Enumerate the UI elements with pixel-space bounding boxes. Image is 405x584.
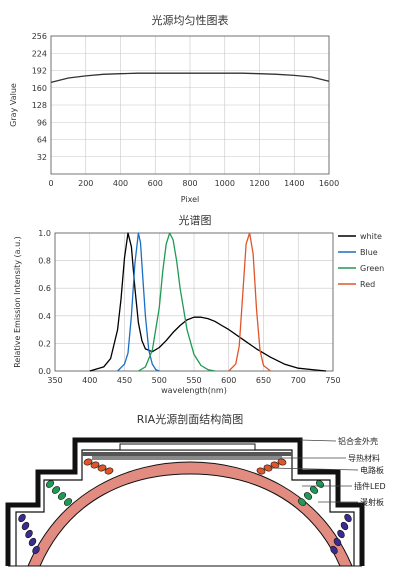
uniformity-x-tick-label: 800 (182, 179, 197, 188)
uniformity-x-tick-label: 1400 (284, 179, 304, 188)
spectrum-y-tick-label: 0.4 (38, 312, 51, 321)
led-right-outer (330, 545, 338, 555)
spectrum-x-tick-label: 350 (47, 376, 62, 385)
uniformity-y-tick-label: 32 (37, 153, 47, 162)
led-left-top (90, 461, 100, 469)
spectrum-grid (54, 232, 334, 372)
led-left-middle (57, 492, 67, 500)
led-left-top (83, 458, 93, 466)
legend-label-white: white (360, 232, 382, 241)
uniformity-grid (50, 35, 330, 174)
top-window (119, 443, 256, 451)
led-right-outer (333, 537, 342, 547)
callout-board: 电路板 (360, 465, 384, 475)
uniformity-y-tick-label: 192 (32, 67, 47, 76)
led-left-outer (28, 537, 37, 547)
callout-line-housing (299, 439, 337, 442)
diagram-title: RIA光源剖面结构简图 (137, 412, 243, 426)
led-right-middle (297, 498, 307, 506)
led-left-outer (21, 521, 30, 531)
thermal-material (82, 452, 292, 456)
spectrum-x-tick-label: 550 (186, 376, 201, 385)
uniformity-y-tick-label: 256 (32, 32, 47, 41)
uniformity-x-tick-label: 600 (148, 179, 163, 188)
spectrum-series (89, 232, 327, 372)
uniformity-x-tick-label: 200 (78, 179, 93, 188)
uniformity-chart-title: 光源均匀性图表 (152, 13, 229, 27)
uniformity-x-tick-label: 1000 (215, 179, 235, 188)
led-right-middle (303, 492, 313, 500)
uniformity-series-0 (50, 72, 330, 84)
led-left-outer (18, 513, 26, 523)
spectrum-chart-title: 光谱图 (179, 213, 212, 227)
callout-housing: 铝合金外壳 (338, 436, 378, 446)
uniformity-y-tick-label: 160 (32, 84, 47, 93)
led-left-outer (32, 545, 40, 555)
led-left-top (104, 467, 114, 475)
uniformity-x-tick-label: 1200 (249, 179, 269, 188)
aluminum-housing (5, 437, 365, 566)
legend-label-green: Green (360, 264, 384, 273)
uniformity-y-tick-label: 64 (37, 136, 47, 145)
legend-label-red: Red (360, 280, 375, 289)
spectrum-x-tick-label: 500 (152, 376, 167, 385)
led-right-middle (309, 486, 319, 494)
callouts: 铝合金外壳 导热材料 电路板 插件LED 漫射板 (269, 436, 386, 507)
diffuser-plate (27, 461, 353, 567)
uniformity-plot-frame (50, 35, 330, 175)
spectrum-x-tick-label: 700 (291, 376, 306, 385)
spectrum-x-tick-label: 600 (221, 376, 236, 385)
led-left-top (97, 464, 107, 472)
led-left-middle (63, 498, 73, 506)
led-right-outer (340, 521, 349, 531)
led-right-outer (337, 529, 345, 539)
uniformity-x-tick-label: 1600 (319, 179, 339, 188)
led-left-middle (45, 480, 55, 488)
spectrum-y-tick-label: 1.0 (38, 229, 51, 238)
uniformity-x-tick-label: 400 (113, 179, 128, 188)
uniformity-y-tick-label: 96 (37, 118, 47, 127)
spectrum-series-white (89, 232, 327, 372)
led-right-top (277, 458, 287, 466)
spectrum-y-tick-label: 0.0 (38, 367, 51, 376)
spectrum-ticks: 350 400 450 500 550 600 650 700 750 0.0 0.2 0.4 0.6 0… (38, 229, 340, 385)
uniformity-ticks: 0 200 400 600 800 1000 1200 1400 1600 32 64 96 128 16… (32, 32, 339, 188)
uniformity-y-label: Gray Value (9, 83, 18, 127)
led-right-outer (344, 513, 352, 523)
led-left-outer (25, 529, 33, 539)
uniformity-y-tick-label: 128 (32, 101, 47, 110)
spectrum-x-tick-label: 400 (82, 376, 97, 385)
spectrum-x-tick-label: 750 (325, 376, 340, 385)
callout-thermal: 导热材料 (348, 453, 380, 463)
led-right-top (263, 464, 273, 472)
cross-section-diagram (5, 437, 365, 567)
spectrum-y-tick-label: 0.8 (38, 257, 51, 266)
spectrum-x-tick-label: 450 (117, 376, 132, 385)
uniformity-x-label: Pixel (181, 195, 200, 204)
circuit-board-top (92, 456, 282, 460)
spectrum-x-label: wavelength(nm) (161, 386, 227, 395)
spectrum-y-label: Relative Emission Intensity (a.u.) (13, 236, 22, 368)
spectrum-series-green (138, 232, 215, 372)
spectrum-series-red (228, 232, 271, 372)
spectrum-y-tick-label: 0.6 (38, 284, 51, 293)
uniformity-y-tick-label: 224 (32, 49, 47, 58)
callout-diffuser: 漫射板 (360, 497, 384, 507)
uniformity-series (50, 72, 330, 84)
legend-label-blue: Blue (360, 248, 378, 257)
led-array (18, 458, 352, 555)
led-right-top (256, 467, 266, 475)
spectrum-y-tick-label: 0.2 (38, 339, 51, 348)
spectrum-x-tick-label: 650 (256, 376, 271, 385)
spectrum-series-blue (117, 232, 160, 372)
callout-led: 插件LED (354, 481, 386, 491)
spectrum-legend: white Blue Green Red (338, 232, 384, 289)
uniformity-x-tick-label: 0 (48, 179, 53, 188)
callout-line-board (269, 467, 359, 471)
led-left-middle (51, 486, 61, 494)
spectrum-plot-frame (54, 232, 334, 372)
